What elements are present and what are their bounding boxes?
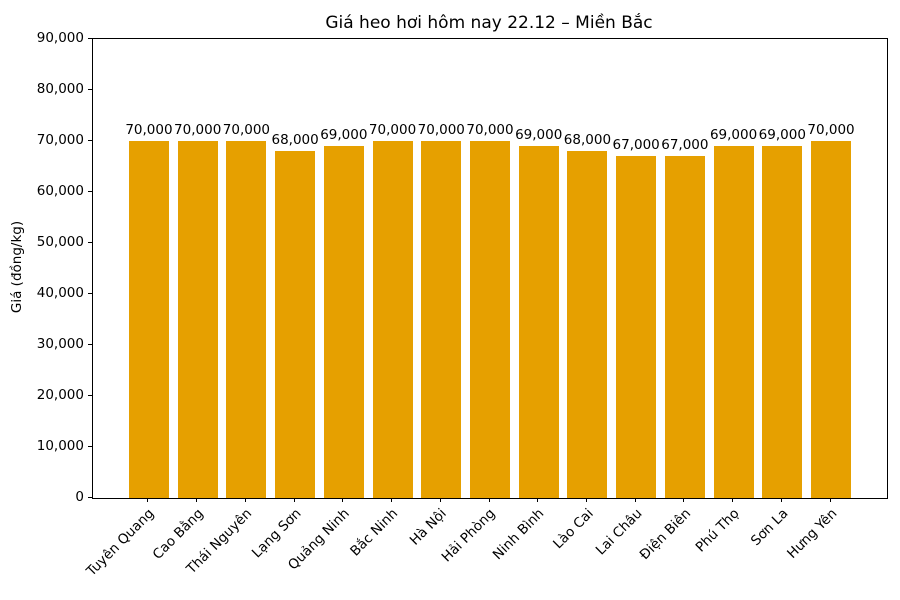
y-tick-mark	[88, 241, 92, 243]
bar-value-label: 70,000	[174, 121, 222, 138]
y-tick-label: 30,000	[36, 335, 84, 352]
bar-slot: 70,000	[368, 121, 417, 498]
bar-value-label: 69,000	[320, 126, 368, 143]
bar-value-label: 68,000	[563, 131, 612, 148]
y-tick-label: 40,000	[36, 284, 84, 301]
bar	[275, 151, 316, 498]
bar-slot: 70,000	[417, 121, 466, 498]
bar	[616, 156, 657, 498]
bar	[469, 141, 510, 498]
bar-value-label: 70,000	[417, 121, 465, 138]
bar	[323, 146, 364, 498]
x-tick-mark	[196, 498, 198, 502]
bar-slot: 69,000	[514, 126, 563, 498]
x-category-label: Lào Cai	[549, 505, 597, 553]
bar-slot: 70,000	[807, 121, 856, 498]
x-tick-mark	[439, 498, 441, 502]
bar-slot: 67,000	[661, 136, 710, 498]
x-tick-mark	[829, 498, 831, 502]
bar-slot: 68,000	[563, 131, 612, 498]
y-tick-mark	[88, 139, 92, 141]
y-tick-mark	[88, 190, 92, 192]
y-tick-label: 80,000	[36, 80, 84, 97]
y-tick-label: 10,000	[36, 437, 84, 454]
bar-value-label: 70,000	[222, 121, 271, 138]
bar-slot: 70,000	[125, 121, 174, 498]
bar	[713, 146, 754, 498]
x-tick-mark	[488, 498, 490, 502]
bar-value-label: 67,000	[612, 136, 660, 153]
bar-slot: 70,000	[466, 121, 515, 498]
bar-slot: 69,000	[319, 126, 368, 498]
bar-slot: 67,000	[612, 136, 661, 498]
bar-value-label: 70,000	[466, 121, 514, 138]
x-category-label: Phú Thọ	[692, 505, 743, 556]
x-tick-mark	[244, 498, 246, 502]
bar-value-label: 69,000	[758, 126, 806, 143]
x-category-label: Điện Biên	[636, 505, 694, 564]
y-tick-mark	[88, 394, 92, 396]
bar-slot: 69,000	[758, 126, 807, 498]
y-tick-mark	[88, 496, 92, 498]
bar	[226, 141, 267, 498]
bar-slot: 69,000	[709, 126, 758, 498]
bar-slot: 70,000	[222, 121, 271, 498]
x-category-label: Hà Nội	[407, 505, 451, 549]
x-tick-mark	[780, 498, 782, 502]
y-tick-label: 70,000	[36, 131, 84, 148]
x-tick-mark	[342, 498, 344, 502]
bar	[567, 151, 608, 498]
x-category-label: Sơn La	[747, 505, 792, 550]
y-tick-label: 60,000	[36, 182, 84, 199]
bar	[811, 141, 852, 498]
x-category-label: Bắc Ninh	[347, 505, 402, 560]
y-tick-label: 50,000	[36, 233, 84, 250]
y-tick-mark	[88, 88, 92, 90]
bar-value-label: 70,000	[807, 121, 855, 138]
bar	[664, 156, 705, 498]
x-tick-mark	[391, 498, 393, 502]
x-tick-mark	[585, 498, 587, 502]
y-tick-mark	[88, 292, 92, 294]
plot-area: 70,000 70,000 70,000 68,000 69,000 70,000 70,0…	[92, 38, 888, 499]
y-tick-label: 20,000	[36, 386, 84, 403]
bar-slot: 68,000	[271, 131, 320, 498]
y-tick-mark	[88, 445, 92, 447]
bar	[177, 141, 218, 498]
bar-value-label: 70,000	[368, 121, 417, 138]
x-tick-mark	[732, 498, 734, 502]
y-tick-label: 0	[75, 488, 84, 505]
bar-value-label: 68,000	[271, 131, 319, 148]
x-tick-mark	[634, 498, 636, 502]
x-tick-mark	[683, 498, 685, 502]
x-tick-mark	[147, 498, 149, 502]
bar	[518, 146, 559, 498]
x-tick-mark	[537, 498, 539, 502]
bar-value-label: 67,000	[661, 136, 709, 153]
bar	[128, 141, 169, 498]
bar-slot: 70,000	[173, 121, 222, 498]
bar-value-label: 70,000	[125, 121, 173, 138]
bar	[372, 141, 413, 498]
bar	[421, 141, 462, 498]
x-category-label: Tuyên Quang	[83, 505, 158, 580]
x-category-label: Hưng Yên	[783, 505, 840, 562]
y-tick-mark	[88, 37, 92, 39]
y-tick-mark	[88, 343, 92, 345]
x-tick-mark	[293, 498, 295, 502]
bars-container: 70,000 70,000 70,000 68,000 69,000 70,000 70,0…	[93, 39, 887, 498]
chart-title: Giá heo hơi hôm nay 22.12 – Miền Bắc	[325, 13, 653, 33]
x-category-label: Ninh Bình	[490, 505, 548, 564]
bar-value-label: 69,000	[709, 126, 758, 143]
bar-value-label: 69,000	[515, 126, 563, 143]
bar	[762, 146, 803, 498]
y-tick-label: 90,000	[36, 29, 84, 46]
